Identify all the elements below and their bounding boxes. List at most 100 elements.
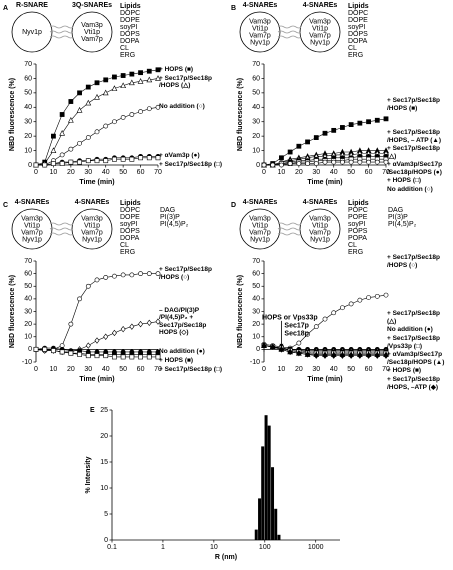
x-tick-label: 50 bbox=[119, 366, 127, 373]
vesicle-heading: 4-SNAREs bbox=[75, 199, 110, 206]
data-point bbox=[129, 354, 135, 360]
y-tick-label: 40 bbox=[24, 104, 32, 111]
lipid-label: ERG bbox=[348, 52, 363, 59]
lipid-label: CL bbox=[348, 242, 357, 249]
y-tick-label: 0 bbox=[28, 346, 32, 353]
data-point bbox=[120, 156, 126, 162]
lipids-title: Lipids bbox=[348, 3, 369, 10]
protein-label: Vam3p bbox=[249, 215, 271, 222]
protein-label: Vam3p bbox=[309, 18, 331, 25]
protein-label: Vti1p bbox=[84, 222, 100, 229]
data-point bbox=[313, 324, 319, 330]
series-label: No addition (○) bbox=[159, 103, 205, 111]
data-point bbox=[112, 74, 117, 80]
data-point bbox=[77, 90, 82, 96]
lipid-label: soyPI bbox=[348, 24, 366, 31]
annotation: Sec18p bbox=[284, 331, 309, 338]
y-tick-label: 20 bbox=[24, 321, 32, 328]
data-point bbox=[68, 146, 74, 152]
data-point bbox=[270, 343, 276, 351]
lipid-label: POPC bbox=[348, 207, 368, 214]
data-point bbox=[103, 353, 109, 359]
y-tick-label: 50 bbox=[24, 283, 32, 290]
series-label: + HOPS (■) bbox=[387, 367, 422, 374]
x-tick-label: 50 bbox=[347, 366, 355, 373]
vesicle-heading: 4-SNAREs bbox=[243, 2, 278, 9]
y-tick-label: 60 bbox=[24, 75, 32, 82]
lipids-title: Lipids bbox=[120, 200, 141, 207]
data-point bbox=[51, 348, 56, 354]
x-tick-label: 70 bbox=[382, 366, 390, 373]
data-point bbox=[42, 162, 48, 168]
protein-label: Nyv1p bbox=[310, 236, 330, 243]
data-point bbox=[129, 156, 135, 162]
data-point bbox=[322, 352, 328, 359]
panel-label: E bbox=[90, 407, 95, 414]
series-label: + Sec17p/Sec18p /HOPS (■) bbox=[387, 97, 440, 112]
x-tick-label: 20 bbox=[295, 169, 303, 176]
panel-label: C bbox=[3, 202, 8, 209]
data-point bbox=[340, 159, 345, 165]
vesicle bbox=[239, 208, 281, 250]
lipid-label: DOPA bbox=[120, 235, 140, 242]
data-point bbox=[374, 117, 380, 123]
x-tick-label: 10 bbox=[50, 366, 58, 373]
lipid-label: ERG bbox=[120, 52, 135, 59]
vesicle-heading: 4-SNAREs bbox=[303, 2, 338, 9]
data-point bbox=[129, 71, 135, 77]
data-point bbox=[374, 352, 380, 359]
vesicle bbox=[11, 11, 53, 53]
y-tick-label: -10 bbox=[250, 359, 260, 366]
data-point bbox=[94, 277, 100, 283]
data-point bbox=[305, 351, 311, 358]
x-tick-label: 1000 bbox=[308, 544, 324, 551]
y-tick-label: 40 bbox=[252, 296, 260, 303]
x-tick-label: 60 bbox=[137, 169, 145, 176]
vesicle-heading: 4-SNAREs bbox=[243, 199, 278, 206]
x-tick-label: 20 bbox=[67, 366, 75, 373]
x-tick-label: 30 bbox=[84, 169, 92, 176]
x-tick-label: 100 bbox=[259, 544, 271, 551]
data-point bbox=[112, 273, 117, 279]
protein-label: Vam3p bbox=[81, 215, 103, 222]
series-label: No addition (●) bbox=[387, 326, 433, 333]
snare-connector bbox=[277, 25, 302, 29]
protein-label: Vam3p bbox=[249, 18, 271, 25]
lipid-label: soyPI bbox=[348, 221, 366, 228]
x-axis-label: Time (min) bbox=[307, 376, 342, 383]
series-label: No addition (○) bbox=[387, 186, 433, 193]
y-tick-label: 10 bbox=[24, 334, 32, 341]
y-tick-label: 40 bbox=[252, 104, 260, 111]
data-point bbox=[85, 135, 91, 140]
protein-label: Vam7p bbox=[249, 229, 271, 236]
data-point bbox=[383, 116, 389, 122]
data-point bbox=[146, 155, 152, 161]
data-point bbox=[261, 162, 267, 168]
data-point bbox=[296, 143, 302, 149]
data-point bbox=[112, 354, 117, 360]
data-point bbox=[77, 159, 82, 165]
annotation: HOPS or Vps33p bbox=[262, 315, 318, 322]
bar bbox=[267, 425, 271, 540]
x-tick-label: 10 bbox=[278, 169, 286, 176]
x-tick-label: 0.1 bbox=[107, 544, 117, 551]
data-point bbox=[155, 67, 161, 73]
data-point bbox=[155, 155, 161, 161]
vesicle-heading: 4-SNAREs bbox=[15, 199, 50, 206]
data-point bbox=[68, 99, 74, 104]
data-point bbox=[137, 78, 144, 84]
data-point bbox=[278, 346, 284, 353]
data-point bbox=[103, 158, 109, 164]
lipid-label: PI(4,5)P₂ bbox=[388, 221, 417, 228]
series-label: + Sec17p/Sec18p (△) bbox=[387, 310, 440, 325]
protein-label: Vam7p bbox=[309, 229, 331, 236]
data-point bbox=[296, 340, 302, 346]
lipid-label: ERG bbox=[348, 249, 363, 256]
snare-connector bbox=[49, 25, 74, 29]
series-label: + αVam3p/Sec17p /Sec18p/HOPS (▲) bbox=[387, 351, 445, 366]
data-point bbox=[313, 352, 319, 359]
bar bbox=[271, 467, 275, 540]
vesicle bbox=[299, 11, 341, 53]
y-tick-label: 20 bbox=[252, 321, 260, 328]
